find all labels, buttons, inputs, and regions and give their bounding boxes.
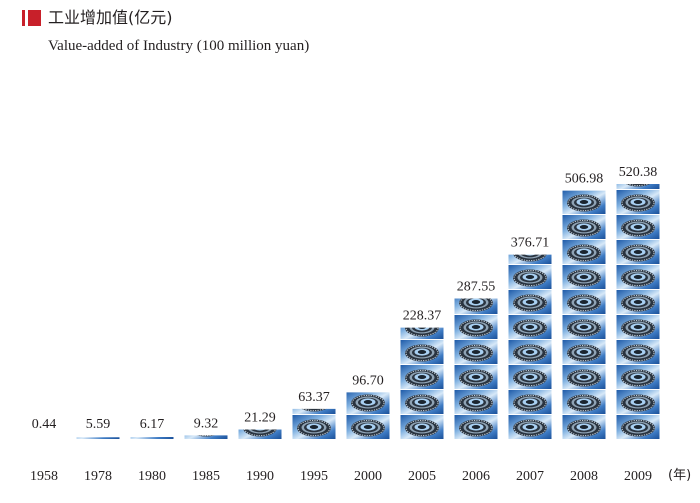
x-tick-label-1978: 1978 xyxy=(84,469,112,484)
bar-fill-1990 xyxy=(238,429,282,440)
x-tick-label-1985: 1985 xyxy=(192,469,220,484)
bar-fill-1985 xyxy=(184,435,228,440)
value-label-2009: 520.38 xyxy=(619,165,658,180)
legend-mark-bar xyxy=(22,10,25,26)
value-label-1985: 9.32 xyxy=(194,416,219,431)
bar-fill-2008 xyxy=(562,190,606,440)
bar-fill-1995 xyxy=(292,408,336,440)
x-tick-label-2007: 2007 xyxy=(516,469,544,484)
bar-fill-2006 xyxy=(454,298,498,440)
value-label-2008: 506.98 xyxy=(565,172,604,187)
x-tick-label-2006: 2006 xyxy=(462,469,490,484)
bar-fill-2009 xyxy=(616,184,660,440)
x-tick-label-1980: 1980 xyxy=(138,469,166,484)
bar-fill-2000 xyxy=(346,392,390,440)
x-tick-label-1995: 1995 xyxy=(300,469,328,484)
chart-title-chinese: 工业增加值(亿元) xyxy=(48,8,173,27)
bar-1985 xyxy=(184,435,228,440)
bar-fill-2005 xyxy=(400,327,444,440)
bar-2007 xyxy=(508,254,552,440)
chart-title-english: Value-added of Industry (100 million yua… xyxy=(48,38,310,54)
value-label-1990: 21.29 xyxy=(244,411,276,426)
bar-1990 xyxy=(238,429,282,440)
x-tick-label-2000: 2000 xyxy=(354,469,382,484)
legend-mark-square xyxy=(28,10,41,26)
x-axis-unit-label: (年) xyxy=(668,468,691,483)
x-tick-label-2009: 2009 xyxy=(624,469,652,484)
bar-2008 xyxy=(562,190,606,440)
x-tick-label-2008: 2008 xyxy=(570,469,598,484)
bar-fill-1980 xyxy=(130,436,174,440)
bar-1980 xyxy=(130,436,174,440)
x-tick-label-2005: 2005 xyxy=(408,469,436,484)
value-label-1980: 6.17 xyxy=(140,417,165,432)
bar-2005 xyxy=(400,327,444,440)
x-tick-label-1958: 1958 xyxy=(30,469,58,484)
value-label-2005: 228.37 xyxy=(403,309,442,324)
bar-1995 xyxy=(292,408,336,440)
value-label-2007: 376.71 xyxy=(511,236,550,251)
bar-2006 xyxy=(454,298,498,440)
value-label-1995: 63.37 xyxy=(298,390,330,405)
bar-2009 xyxy=(616,184,660,440)
value-label-2006: 287.55 xyxy=(457,280,496,295)
value-label-1978: 5.59 xyxy=(86,417,111,432)
bar-1978 xyxy=(76,437,120,440)
value-label-1958: 0.44 xyxy=(32,417,57,432)
bar-fill-1978 xyxy=(76,437,120,440)
bar-2000 xyxy=(346,392,390,440)
bar-fill-2007 xyxy=(508,254,552,440)
x-tick-label-1990: 1990 xyxy=(246,469,274,484)
value-label-2000: 96.70 xyxy=(352,373,384,388)
